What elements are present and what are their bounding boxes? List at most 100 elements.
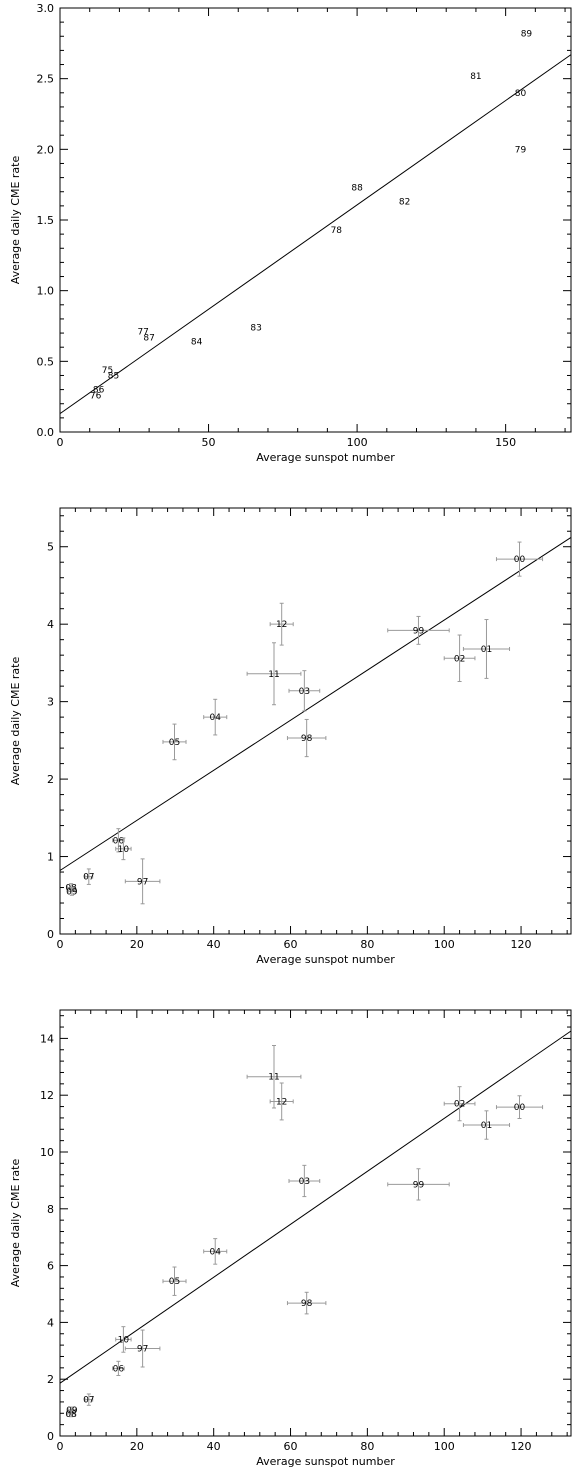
data-point-label: 78: [331, 226, 343, 236]
y-tick-label: 0: [47, 928, 54, 941]
x-tick-label: 0: [57, 938, 64, 951]
data-point-label: 10: [118, 1335, 130, 1345]
data-point-label: 08: [65, 1410, 77, 1420]
x-tick-label: 80: [360, 1440, 374, 1453]
x-tick-label: 100: [347, 436, 368, 449]
x-tick-label: 0: [57, 1440, 64, 1453]
y-tick-label: 1.5: [37, 214, 55, 227]
data-point-label: 89: [521, 29, 533, 39]
data-point-label: 02: [454, 654, 465, 664]
fit-line: [59, 537, 572, 871]
fit-line: [59, 1030, 572, 1384]
y-tick-label: 0.0: [37, 426, 55, 439]
y-tick-label: 1: [47, 851, 54, 864]
x-tick-label: 100: [434, 1440, 455, 1453]
y-tick-label: 3.0: [37, 2, 55, 15]
y-tick-label: 4: [47, 618, 54, 631]
data-point-label: 02: [454, 1100, 465, 1110]
y-tick-label: 12: [40, 1089, 54, 1102]
x-tick-label: 60: [284, 1440, 298, 1453]
x-axis-label: Average sunspot number: [256, 451, 395, 464]
y-tick-label: 6: [47, 1260, 54, 1273]
data-point-label: 03: [299, 687, 310, 697]
x-tick-label: 120: [511, 1440, 532, 1453]
x-tick-label: 40: [207, 1440, 221, 1453]
data-point-label: 05: [169, 738, 180, 748]
data-point-label: 05: [169, 1277, 180, 1287]
y-tick-label: 2: [47, 1373, 54, 1386]
y-tick-label: 3: [47, 696, 54, 709]
data-point-label: 06: [113, 1364, 125, 1374]
x-tick-label: 40: [207, 938, 221, 951]
data-point-label: 86: [93, 386, 105, 396]
data-point-label: 07: [83, 1396, 94, 1406]
data-point-label: 99: [413, 1180, 425, 1190]
y-tick-label: 0: [47, 1430, 54, 1443]
x-tick-label: 20: [130, 938, 144, 951]
data-point-label: 84: [191, 338, 203, 348]
data-point-label: 85: [108, 371, 119, 381]
data-point-label: 82: [399, 198, 410, 208]
chart-panel-1: 0 50 100 150 0.0 0.5 1.0 1.5 2.0 2.5 3.0 Average su…: [9, 2, 572, 464]
data-point-label: 81: [470, 72, 481, 82]
data-point-label: 06: [113, 836, 125, 846]
y-tick-label: 10: [40, 1146, 54, 1159]
data-point-label: 12: [276, 620, 287, 630]
data-point-label: 98: [301, 734, 313, 744]
fit-line: [59, 54, 572, 415]
data-point-label: 99: [413, 626, 425, 636]
x-axis-label: Average sunspot number: [256, 1455, 395, 1468]
data-point-label: 09: [66, 887, 78, 897]
plot-frame: [59, 507, 572, 935]
y-axis-label: Average daily CME rate: [9, 657, 22, 786]
data-point-label: 98: [301, 1299, 313, 1309]
y-tick-label: 5: [47, 541, 54, 554]
x-tick-label: 0: [57, 436, 64, 449]
x-tick-label: 120: [511, 938, 532, 951]
data-point-label: 88: [351, 183, 363, 193]
y-tick-label: 2: [47, 773, 54, 786]
x-tick-label: 150: [495, 436, 516, 449]
data-point-label: 01: [481, 1121, 492, 1131]
data-point-label: 03: [299, 1177, 310, 1187]
data-point-label: 11: [268, 670, 279, 680]
data-point-label: 04: [209, 713, 221, 723]
data-point-label: 79: [515, 145, 527, 155]
y-axis-label: Average daily CME rate: [9, 1159, 22, 1288]
y-tick-label: 14: [40, 1032, 54, 1045]
x-tick-label: 80: [360, 938, 374, 951]
data-point-label: 00: [514, 555, 526, 565]
x-tick-label: 60: [284, 938, 298, 951]
y-tick-label: 0.5: [37, 355, 55, 368]
y-tick-label: 4: [47, 1316, 54, 1329]
y-tick-label: 8: [47, 1203, 54, 1216]
data-point-label: 76: [90, 391, 102, 401]
x-tick-label: 20: [130, 1440, 144, 1453]
plot-frame: [59, 7, 572, 433]
data-point-label: 83: [250, 323, 261, 333]
x-tick-label: 50: [202, 436, 216, 449]
data-point-label: 12: [276, 1097, 287, 1107]
y-tick-label: 2.0: [37, 143, 55, 156]
y-tick-label: 2.5: [37, 73, 55, 86]
data-point-label: 07: [83, 873, 94, 883]
y-axis-label: Average daily CME rate: [9, 156, 22, 285]
x-axis-label: Average sunspot number: [256, 953, 395, 966]
data-point-label: 97: [137, 1345, 148, 1355]
data-point-label: 10: [118, 845, 130, 855]
data-point-label: 08: [65, 884, 77, 894]
data-point-label: 77: [137, 328, 148, 338]
data-point-label: 80: [515, 89, 527, 99]
data-point-label: 04: [209, 1247, 221, 1257]
plot-frame: [59, 1009, 572, 1437]
y-tick-label: 1.0: [37, 285, 55, 298]
data-point-label: 87: [143, 333, 154, 343]
data-point-label: 00: [514, 1103, 526, 1113]
data-point-label: 75: [102, 366, 113, 376]
x-tick-label: 100: [434, 938, 455, 951]
data-point-label: 01: [481, 645, 492, 655]
data-point-label: 11: [268, 1073, 279, 1083]
